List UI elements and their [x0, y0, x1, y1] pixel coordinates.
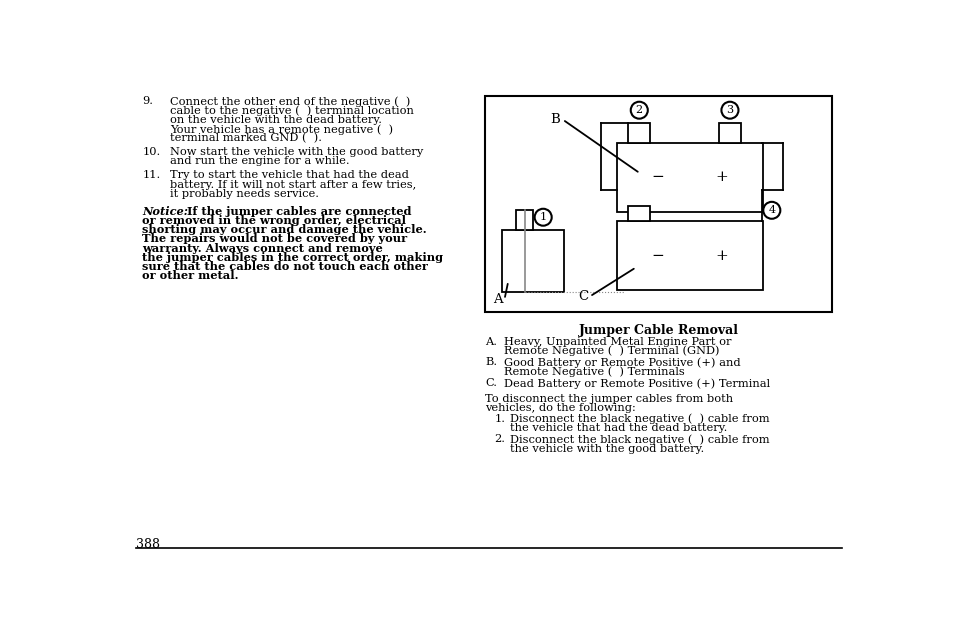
Text: warranty. Always connect and remove: warranty. Always connect and remove — [142, 243, 383, 254]
Text: Jumper Cable Removal: Jumper Cable Removal — [578, 324, 738, 337]
Bar — [617, 142, 761, 212]
Text: 11.: 11. — [142, 170, 161, 180]
Bar — [501, 230, 563, 292]
Text: Try to start the vehicle that had the dead: Try to start the vehicle that had the de… — [170, 170, 408, 180]
Circle shape — [720, 102, 738, 119]
Text: 9.: 9. — [142, 96, 153, 106]
Bar — [628, 123, 649, 142]
Text: or other metal.: or other metal. — [142, 270, 239, 281]
Text: 388: 388 — [136, 537, 160, 551]
Text: or removed in the wrong order, electrical: or removed in the wrong order, electrica… — [142, 215, 406, 226]
Text: shorting may occur and damage the vehicle.: shorting may occur and damage the vehicl… — [142, 224, 427, 235]
Text: 10.: 10. — [142, 147, 161, 157]
Text: it probably needs service.: it probably needs service. — [170, 189, 318, 198]
Text: 2: 2 — [635, 105, 642, 115]
Text: cable to the negative (  ) terminal location: cable to the negative ( ) terminal locat… — [170, 106, 413, 116]
Text: 1: 1 — [539, 212, 546, 222]
Text: battery. If it will not start after a few tries,: battery. If it will not start after a fe… — [170, 179, 416, 190]
Text: C.: C. — [484, 378, 497, 388]
Text: Heavy, Unpainted Metal Engine Part or: Heavy, Unpainted Metal Engine Part or — [503, 336, 730, 347]
Text: To disconnect the jumper cables from both: To disconnect the jumper cables from bot… — [484, 394, 733, 404]
Text: and run the engine for a while.: and run the engine for a while. — [170, 156, 349, 167]
Text: Remote Negative (  ) Terminals: Remote Negative ( ) Terminals — [503, 366, 683, 377]
Text: Notice:: Notice: — [142, 205, 189, 217]
Text: B: B — [550, 113, 559, 126]
Circle shape — [762, 202, 780, 219]
Text: B.: B. — [484, 357, 497, 368]
Text: Good Battery or Remote Positive (+) and: Good Battery or Remote Positive (+) and — [503, 357, 740, 368]
Text: 1.: 1. — [494, 413, 505, 424]
Text: the jumper cables in the correct order, making: the jumper cables in the correct order, … — [142, 252, 443, 263]
Circle shape — [630, 102, 647, 119]
Bar — [484, 96, 831, 312]
Text: the vehicle that had the dead battery.: the vehicle that had the dead battery. — [509, 423, 726, 433]
Text: −: − — [651, 249, 663, 263]
Bar — [617, 221, 761, 291]
Text: C: C — [578, 290, 587, 303]
Text: terminal marked GND (  ).: terminal marked GND ( ). — [170, 134, 321, 144]
Text: Connect the other end of the negative (  ): Connect the other end of the negative ( … — [170, 96, 410, 107]
Text: sure that the cables do not touch each other: sure that the cables do not touch each o… — [142, 261, 428, 272]
Text: +: + — [715, 170, 727, 184]
Text: Remote Negative (  ) Terminal (GND): Remote Negative ( ) Terminal (GND) — [503, 346, 719, 356]
Bar — [628, 205, 649, 221]
Text: A: A — [493, 293, 502, 306]
Text: Your vehicle has a remote negative (  ): Your vehicle has a remote negative ( ) — [170, 124, 393, 135]
Text: 3: 3 — [725, 105, 733, 115]
Circle shape — [534, 209, 551, 226]
Text: +: + — [715, 249, 727, 263]
Text: 2.: 2. — [494, 434, 505, 445]
Text: on the vehicle with the dead battery.: on the vehicle with the dead battery. — [170, 115, 381, 125]
Bar — [719, 123, 740, 142]
Text: the vehicle with the good battery.: the vehicle with the good battery. — [509, 444, 703, 453]
Text: The repairs would not be covered by your: The repairs would not be covered by your — [142, 233, 407, 244]
Text: −: − — [651, 170, 663, 184]
Text: A.: A. — [484, 336, 497, 347]
Text: 4: 4 — [767, 205, 775, 216]
Text: If the jumper cables are connected: If the jumper cables are connected — [174, 205, 411, 217]
Bar — [516, 211, 533, 230]
Text: Dead Battery or Remote Positive (+) Terminal: Dead Battery or Remote Positive (+) Term… — [503, 378, 769, 389]
Text: Disconnect the black negative (  ) cable from: Disconnect the black negative ( ) cable … — [509, 413, 769, 424]
Text: vehicles, do the following:: vehicles, do the following: — [484, 403, 635, 413]
Text: Disconnect the black negative (  ) cable from: Disconnect the black negative ( ) cable … — [509, 434, 769, 445]
Text: Now start the vehicle with the good battery: Now start the vehicle with the good batt… — [170, 147, 422, 157]
